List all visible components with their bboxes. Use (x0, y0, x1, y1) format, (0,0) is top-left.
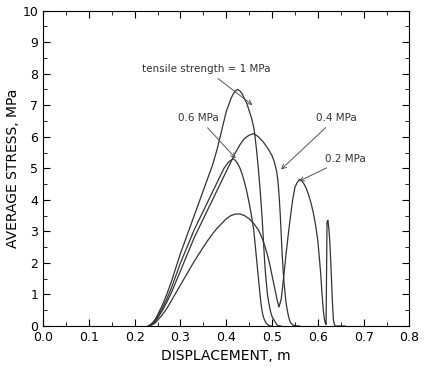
X-axis label: DISPLACEMENT, m: DISPLACEMENT, m (162, 349, 291, 363)
Text: 0.2 MPa: 0.2 MPa (300, 154, 366, 181)
Text: 0.6 MPa: 0.6 MPa (178, 113, 235, 158)
Text: tensile strength = 1 MPa: tensile strength = 1 MPa (142, 64, 270, 104)
Y-axis label: AVERAGE STRESS, MPa: AVERAGE STRESS, MPa (6, 89, 20, 248)
Text: 0.4 MPa: 0.4 MPa (282, 113, 356, 169)
